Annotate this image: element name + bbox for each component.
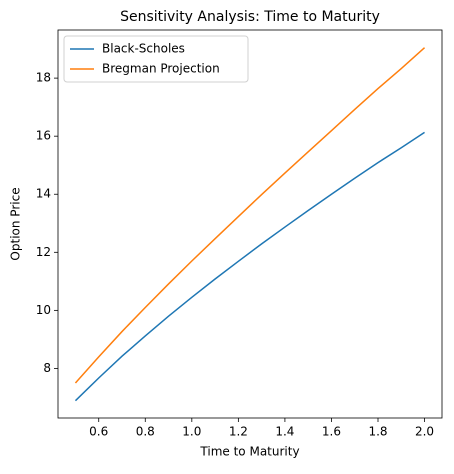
y-tick-label: 12 (36, 245, 51, 259)
x-axis-label: Time to Maturity (199, 445, 299, 459)
line-series (74, 131, 425, 402)
y-tick-label: 8 (43, 361, 51, 375)
x-tick-label: 0.6 (89, 425, 108, 439)
x-tick-label: 1.2 (229, 425, 248, 439)
legend-label: Black-Scholes (102, 42, 185, 56)
x-tick-label: 1.0 (182, 425, 201, 439)
x-tick-label: 1.6 (322, 425, 341, 439)
chart-title: Sensitivity Analysis: Time to Maturity (120, 9, 380, 25)
line-series (74, 47, 426, 384)
y-tick-label: 10 (36, 303, 51, 317)
y-axis-label: Option Price (9, 187, 23, 260)
x-tick-label: 0.8 (136, 425, 155, 439)
y-tick-label: 18 (36, 71, 51, 85)
y-tick-label: 14 (36, 187, 51, 201)
x-tick-label: 2.0 (415, 425, 434, 439)
x-tick-label: 1.8 (368, 425, 387, 439)
legend-label: Bregman Projection (102, 62, 220, 76)
plot-frame (57, 29, 443, 419)
legend-box (63, 35, 249, 83)
y-tick-label: 16 (36, 129, 51, 143)
x-tick-label: 1.4 (275, 425, 294, 439)
